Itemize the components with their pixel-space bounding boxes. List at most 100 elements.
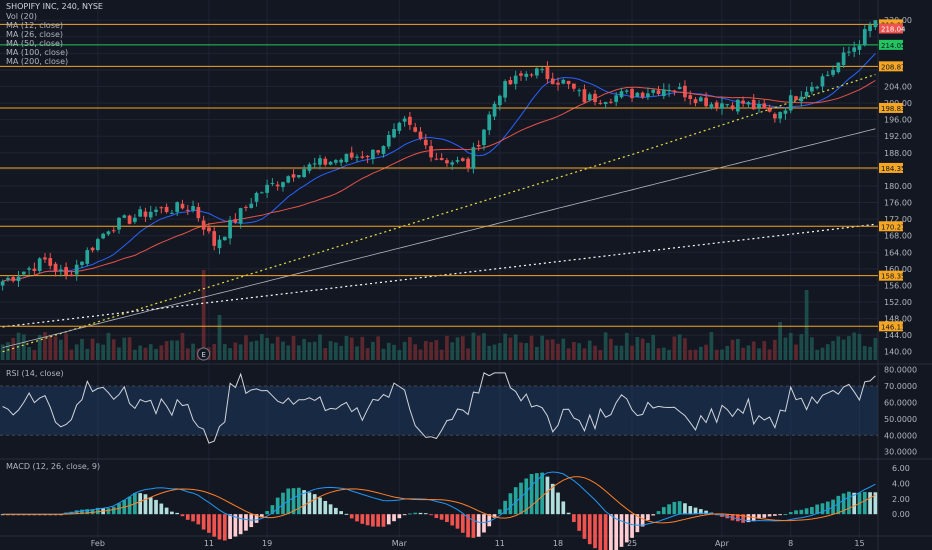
- volume-bar: [862, 345, 867, 360]
- candle-body: [53, 263, 58, 272]
- price-tick-label: 188.00: [884, 149, 912, 158]
- price-tick-label: 156.00: [884, 281, 912, 290]
- candle-body: [720, 103, 724, 109]
- volume-bar: [820, 347, 825, 360]
- candle-body: [836, 62, 841, 73]
- volume-bar: [513, 334, 518, 360]
- rsi-panel[interactable]: [0, 372, 878, 444]
- candle-body: [635, 92, 640, 97]
- volume-bar: [117, 347, 121, 360]
- volume-bar: [587, 340, 592, 360]
- indicator-label-ma26[interactable]: MA (26, close): [6, 30, 63, 39]
- candle-body: [445, 160, 449, 164]
- price-level-tag: [879, 270, 903, 281]
- macd-histogram-bar: [154, 499, 158, 515]
- price-tick-label: 204.00: [884, 83, 912, 92]
- candle-body: [683, 85, 687, 98]
- candle-body: [249, 203, 254, 209]
- macd-histogram-bar: [318, 497, 322, 515]
- candle-body: [48, 258, 53, 266]
- volume-bar: [677, 334, 682, 360]
- macd-histogram-bar: [804, 508, 809, 515]
- candle-body: [265, 184, 269, 193]
- price-tick-label: 160.00: [884, 265, 912, 274]
- macd-histogram-bar: [767, 514, 772, 517]
- candle-body: [757, 103, 761, 108]
- rsi-label[interactable]: RSI (14, close): [6, 369, 64, 378]
- macd-histogram-bar: [365, 514, 370, 526]
- volume-bar: [725, 345, 730, 360]
- time-tick-label: 11: [204, 539, 214, 548]
- candle-body: [0, 281, 5, 286]
- macd-histogram-bar: [741, 514, 745, 523]
- time-tick-label: Mar: [392, 539, 408, 548]
- candle-body: [714, 102, 719, 108]
- macd-histogram-bar: [561, 501, 566, 515]
- indicator-label-ma200[interactable]: MA (200, close): [6, 57, 68, 66]
- indicator-label-ma100[interactable]: MA (100, close): [6, 48, 68, 57]
- volume-bar: [413, 344, 418, 360]
- time-tick-label: 8: [788, 539, 793, 548]
- macd-histogram-bar: [503, 500, 507, 515]
- candle-body: [820, 76, 825, 87]
- macd-tick-label: 0.00: [892, 510, 910, 519]
- time-tick-label: 11: [495, 539, 505, 548]
- macd-histogram-bar: [392, 514, 396, 522]
- candle-body: [222, 236, 227, 241]
- volume-bar: [783, 337, 788, 360]
- volume-bar: [667, 349, 671, 360]
- volume-bar: [508, 337, 513, 360]
- macd-histogram-bar: [566, 512, 571, 515]
- rsi-line: [2, 372, 876, 444]
- rsi-tick-label: 70.0000: [884, 382, 917, 391]
- volume-bar: [302, 338, 306, 360]
- candle-body: [545, 67, 550, 80]
- indicator-label-ma50[interactable]: MA (50, close): [6, 39, 63, 48]
- indicator-label-vol[interactable]: Vol (20): [6, 12, 37, 21]
- volume-bar: [572, 341, 576, 360]
- candle-body: [349, 152, 354, 158]
- macd-histogram-bar: [233, 514, 238, 537]
- volume-bar: [37, 334, 42, 360]
- macd-histogram-bar: [587, 514, 592, 545]
- volume-bar: [122, 337, 127, 360]
- macd-histogram-bar: [508, 493, 513, 515]
- macd-panel[interactable]: [0, 471, 878, 550]
- macd-histogram-bar: [212, 514, 217, 537]
- macd-label[interactable]: MACD (12, 26, close, 9): [6, 462, 100, 471]
- volume-bar: [519, 342, 523, 360]
- candle-body: [773, 113, 777, 119]
- candle-body: [471, 147, 476, 169]
- macd-histogram-bar: [667, 504, 671, 515]
- candle-body: [519, 73, 523, 76]
- volume-bar: [847, 336, 851, 360]
- volume-bar: [540, 335, 544, 360]
- macd-histogram-bar: [693, 507, 698, 515]
- macd-histogram-bar: [397, 514, 402, 519]
- candle-body: [117, 217, 121, 230]
- candle-body: [275, 184, 280, 187]
- candle-body: [693, 99, 698, 104]
- candle-body: [429, 146, 433, 158]
- volume-bar: [80, 338, 84, 360]
- price-panel[interactable]: E: [0, 20, 878, 361]
- macd-histogram-bar: [455, 514, 460, 529]
- candle-body: [667, 89, 671, 92]
- candle-body: [207, 227, 211, 232]
- price-level-tag: [879, 221, 903, 232]
- indicator-label-ma12[interactable]: MA (12, close): [6, 21, 63, 30]
- volume-bar: [143, 347, 148, 360]
- macd-histogram-bar: [799, 509, 804, 515]
- candle-body: [487, 114, 492, 131]
- candle-body: [371, 149, 375, 160]
- candle-body: [302, 169, 306, 178]
- candle-body: [386, 134, 391, 147]
- volume-bar: [773, 339, 777, 360]
- time-tick-label: 19: [262, 539, 272, 548]
- macd-histogram-bar: [339, 511, 344, 515]
- macd-line: [2, 471, 876, 526]
- macd-histogram-bar: [296, 487, 301, 515]
- candle-body: [646, 93, 650, 98]
